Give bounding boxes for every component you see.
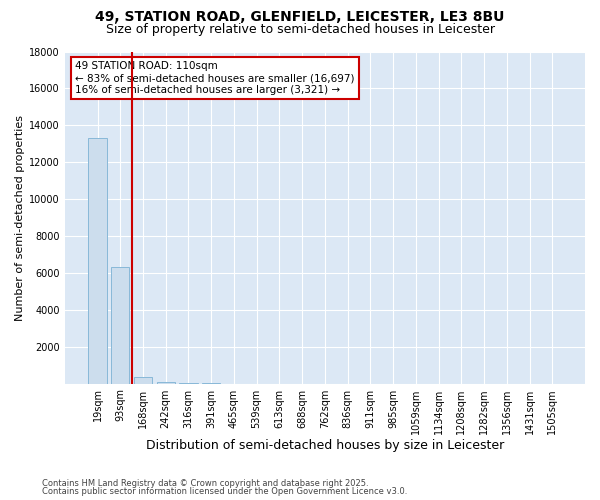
Bar [157, 382, 175, 384]
Bar [88, 138, 107, 384]
X-axis label: Distribution of semi-detached houses by size in Leicester: Distribution of semi-detached houses by … [146, 440, 504, 452]
Text: Contains HM Land Registry data © Crown copyright and database right 2025.: Contains HM Land Registry data © Crown c… [42, 478, 368, 488]
Text: Contains public sector information licensed under the Open Government Licence v3: Contains public sector information licen… [42, 487, 407, 496]
Text: Size of property relative to semi-detached houses in Leicester: Size of property relative to semi-detach… [106, 22, 494, 36]
Text: 49 STATION ROAD: 110sqm
← 83% of semi-detached houses are smaller (16,697)
16% o: 49 STATION ROAD: 110sqm ← 83% of semi-de… [75, 62, 355, 94]
Bar [111, 268, 130, 384]
Text: 49, STATION ROAD, GLENFIELD, LEICESTER, LE3 8BU: 49, STATION ROAD, GLENFIELD, LEICESTER, … [95, 10, 505, 24]
Bar [134, 376, 152, 384]
Y-axis label: Number of semi-detached properties: Number of semi-detached properties [15, 114, 25, 320]
